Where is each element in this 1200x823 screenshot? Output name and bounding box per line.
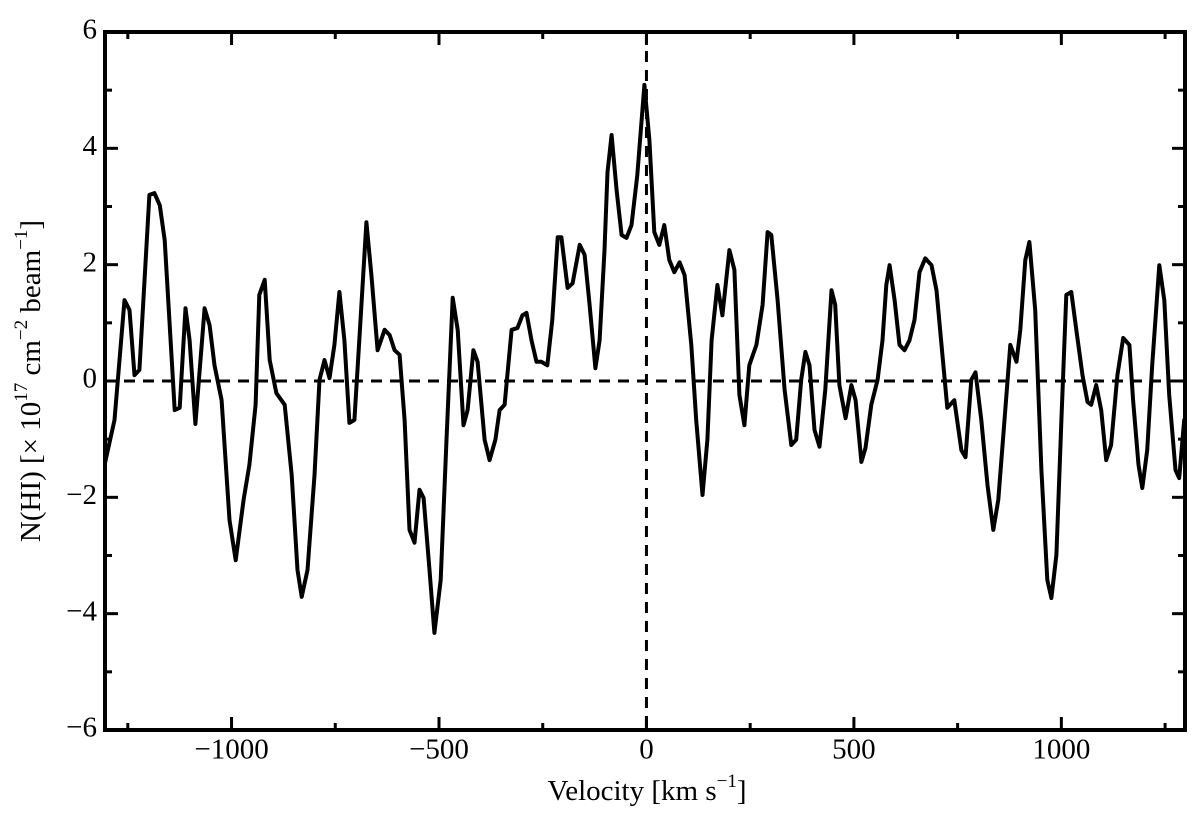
superscript: 17 (11, 383, 32, 402)
x-axis-label: Velocity [km s−1] (547, 771, 746, 807)
label-text: cm (15, 340, 47, 383)
label-text: beam (15, 249, 47, 319)
y-tick-label: −2 (66, 479, 97, 511)
y-axis-label: N(HI) [× 1017 cm−2 beam−1] (11, 220, 47, 542)
x-tick-label: 1000 (1032, 734, 1090, 766)
y-tick-label: 0 (83, 363, 98, 395)
x-tick-label: −500 (409, 734, 469, 766)
label-text: ] (737, 775, 747, 807)
y-tick-label: 4 (83, 130, 98, 162)
y-tick-label: 2 (83, 246, 98, 278)
superscript: −1 (11, 230, 32, 250)
x-tick-label: 500 (832, 734, 876, 766)
y-tick-label: −4 (66, 595, 97, 627)
label-text: Velocity [km s (547, 775, 716, 807)
mask (1186, 0, 1200, 823)
y-tick-label: −6 (66, 712, 97, 744)
data-line (102, 82, 1187, 635)
x-tick-label: 0 (639, 734, 654, 766)
superscript: −2 (11, 320, 32, 340)
x-tick-label: −1000 (194, 734, 268, 766)
superscript: −1 (717, 771, 737, 792)
mask (0, 0, 104, 823)
y-tick-label: 6 (83, 14, 98, 46)
label-text: N(HI) [× 10 (15, 402, 47, 542)
label-text: ] (15, 220, 47, 230)
